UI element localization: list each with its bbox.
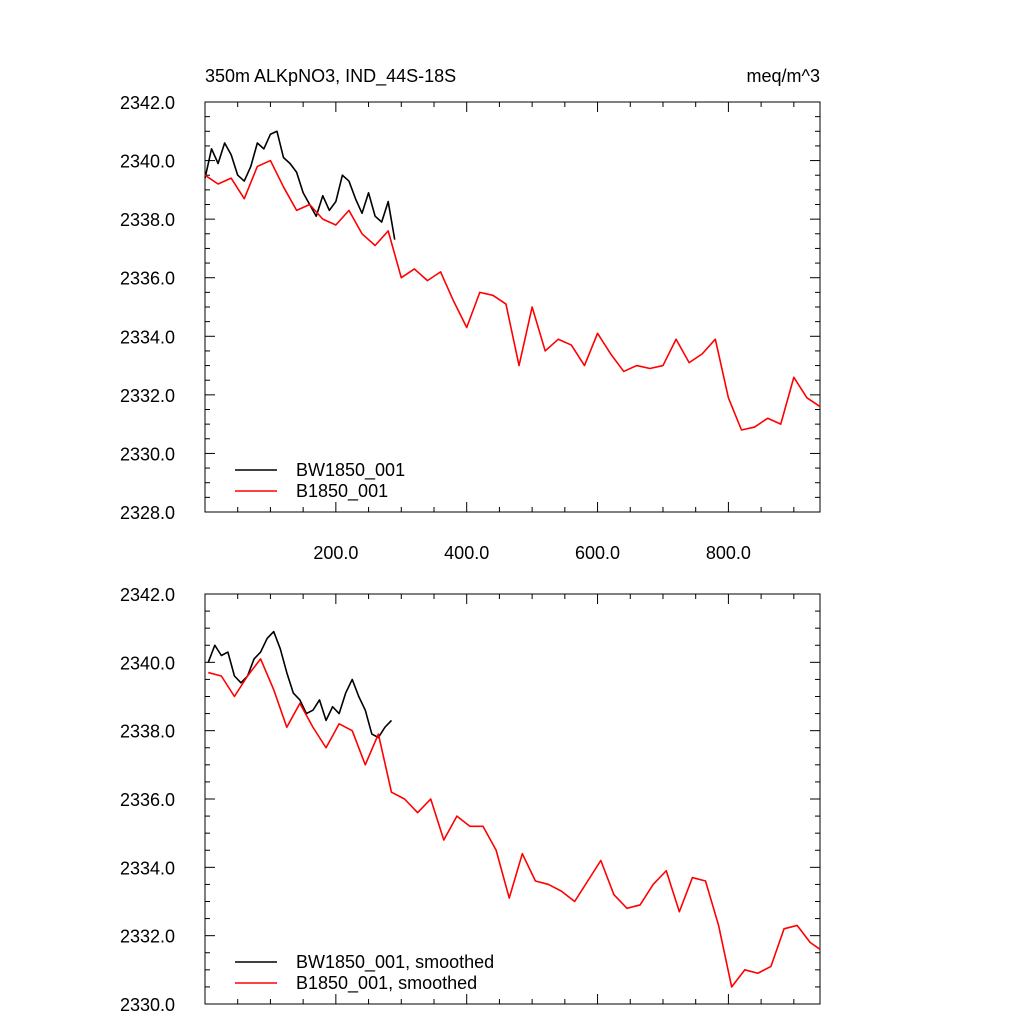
bottom-y-tick-label: 2334.0 — [120, 858, 175, 878]
bottom-y-tick-label: 2330.0 — [120, 995, 175, 1015]
top-y-tick-label: 2330.0 — [120, 444, 175, 464]
top-y-tick-label: 2328.0 — [120, 503, 175, 523]
top-plot-frame — [204, 101, 821, 513]
top-legend-label: BW1850_001 — [296, 460, 405, 481]
top-series-b1850-line — [204, 159, 821, 431]
bottom-y-tick-label: 2338.0 — [120, 722, 175, 742]
top-panel: 350m ALKpNO3, IND_44S-18S meq/m^3 200.0 4… — [120, 66, 821, 563]
top-y-tick-label: 2334.0 — [120, 327, 175, 347]
bottom-y-tick-label: 2336.0 — [120, 790, 175, 810]
top-x-tick-label: 400.0 — [444, 543, 489, 563]
top-x-tick-label: 600.0 — [575, 543, 620, 563]
bottom-legend-label: BW1850_001, smoothed — [296, 952, 494, 973]
units-label: meq/m^3 — [747, 66, 820, 86]
bottom-series-bw1850-line — [207, 630, 393, 739]
top-x-tick-label: 800.0 — [706, 543, 751, 563]
top-y-tick-label: 2332.0 — [120, 386, 175, 406]
bottom-plot-frame — [204, 593, 821, 1005]
bottom-y-tick-label: 2340.0 — [120, 653, 175, 673]
bottom-series-b1850-line — [208, 658, 821, 988]
top-x-tick-label: 200.0 — [313, 543, 358, 563]
chart-title: 350m ALKpNO3, IND_44S-18S — [205, 66, 456, 87]
top-series-bw1850-line — [204, 130, 396, 240]
top-y-tick-label: 2338.0 — [120, 210, 175, 230]
bottom-y-tick-label: 2332.0 — [120, 927, 175, 947]
bottom-panel: 2330.0 2332.0 2334.0 2336.0 2338.0 2340.0 2342… — [120, 585, 821, 1015]
top-y-tick-label: 2342.0 — [120, 93, 175, 113]
top-legend-label: B1850_001 — [296, 481, 388, 502]
bottom-legend-label: B1850_001, smoothed — [296, 973, 477, 994]
bottom-y-tick-label: 2342.0 — [120, 585, 175, 605]
top-y-tick-label: 2336.0 — [120, 269, 175, 289]
top-y-tick-label: 2340.0 — [120, 152, 175, 172]
